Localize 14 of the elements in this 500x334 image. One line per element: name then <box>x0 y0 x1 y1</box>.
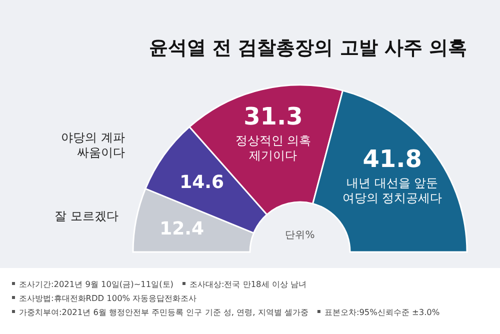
text: 가중치부여:2021년 6월 행정안전부 주민등록 인구 기준 성, 연령, 지역별 셀가중 <box>19 307 308 317</box>
text: 조사방법:휴대전화RDD 100% 자동응답전화조사 <box>19 293 197 303</box>
slice-label: 잘 모르겠다 <box>54 209 118 224</box>
slice-label: 정상적인 의혹 제기이다 <box>235 134 312 163</box>
text: 조사대상:전국 만18세 이상 남녀 <box>189 279 306 289</box>
slice-label: 야당의 계파 싸움이다 <box>61 130 125 160</box>
text: 조사기간:2021년 9월 10일(금)~11일(토) <box>19 279 174 289</box>
text: 단위% <box>285 230 315 241</box>
slice-label: 내년 대선을 앞둔 여당의 정치공세다 <box>342 176 442 205</box>
data-label: 31.3 <box>244 102 303 131</box>
data-label: 14.6 <box>180 172 224 194</box>
text: 표본오차:95%신뢰수준 ±3.0% <box>324 307 440 317</box>
chart-title: 윤석열 전 검찰총장의 고발 사주 의혹 <box>148 37 468 59</box>
data-label: 41.8 <box>362 144 422 173</box>
